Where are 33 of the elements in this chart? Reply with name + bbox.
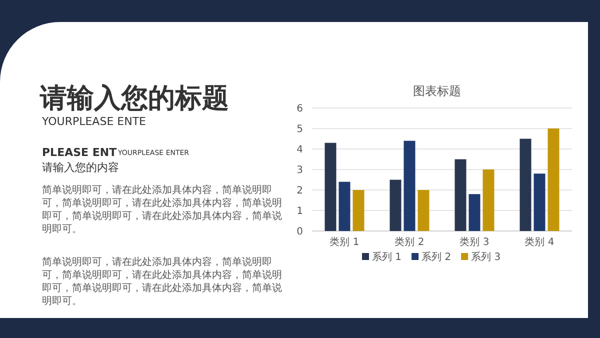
bar — [404, 140, 416, 231]
y-tick-label: 6 — [296, 104, 303, 114]
bar — [468, 194, 480, 231]
bar — [338, 182, 350, 231]
bar — [352, 190, 364, 231]
bar — [482, 170, 494, 231]
x-tick-label: 类别 2 — [394, 236, 424, 248]
bar — [390, 180, 402, 231]
legend-label: 系列 1 — [372, 251, 402, 263]
bar — [418, 190, 430, 231]
text: 请输入您的内容 — [42, 160, 119, 175]
text: YOURPLEASE ENTE — [42, 115, 146, 128]
text: 简单说明即可，请在此处添加具体内容，简单说明即可，简单说明即可，请在此处添加具体内容，简单说明即可，简单说明即可，请在此处添加具体内容，简单说明即可。 — [42, 256, 282, 308]
y-tick-label: 1 — [296, 206, 303, 217]
y-tick-label: 2 — [296, 186, 303, 196]
legend-label: 系列 2 — [422, 251, 452, 263]
y-tick-label: 4 — [296, 144, 303, 156]
x-tick-label: 类别 4 — [524, 236, 554, 248]
bar — [534, 174, 546, 231]
chart-title: 图表标题 — [413, 84, 461, 98]
y-tick-label: 5 — [296, 124, 303, 135]
y-tick-label: 3 — [296, 165, 303, 176]
legend-label: 系列 3 — [471, 251, 501, 263]
text: 简单说明即可，请在此处添加具体内容，简单说明即可，简单说明即可，请在此处添加具体内容，简单说明即可，简单说明即可，请在此处添加具体内容，简单说明即可。 — [42, 184, 282, 236]
bar — [324, 142, 336, 231]
bar — [454, 159, 466, 231]
y-tick-label: 0 — [296, 226, 303, 238]
x-tick-label: 类别 3 — [460, 236, 490, 248]
bar — [548, 128, 560, 231]
bar — [520, 138, 532, 231]
text: 请输入您的标题 — [40, 82, 229, 116]
text: PLEASE ENT — [42, 146, 117, 159]
x-tick-label: 类别 1 — [330, 236, 360, 248]
